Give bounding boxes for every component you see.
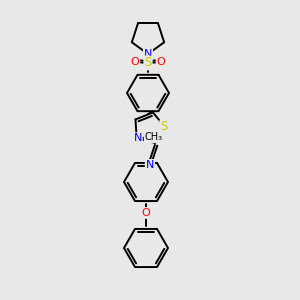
Text: CH₃: CH₃ (145, 132, 163, 142)
Text: S: S (160, 121, 168, 134)
Text: O: O (130, 57, 140, 67)
Text: N: N (134, 133, 142, 143)
Text: O: O (157, 57, 165, 67)
Text: S: S (144, 56, 152, 70)
Text: N: N (146, 160, 154, 170)
Text: N: N (144, 49, 152, 59)
Text: O: O (142, 208, 150, 218)
